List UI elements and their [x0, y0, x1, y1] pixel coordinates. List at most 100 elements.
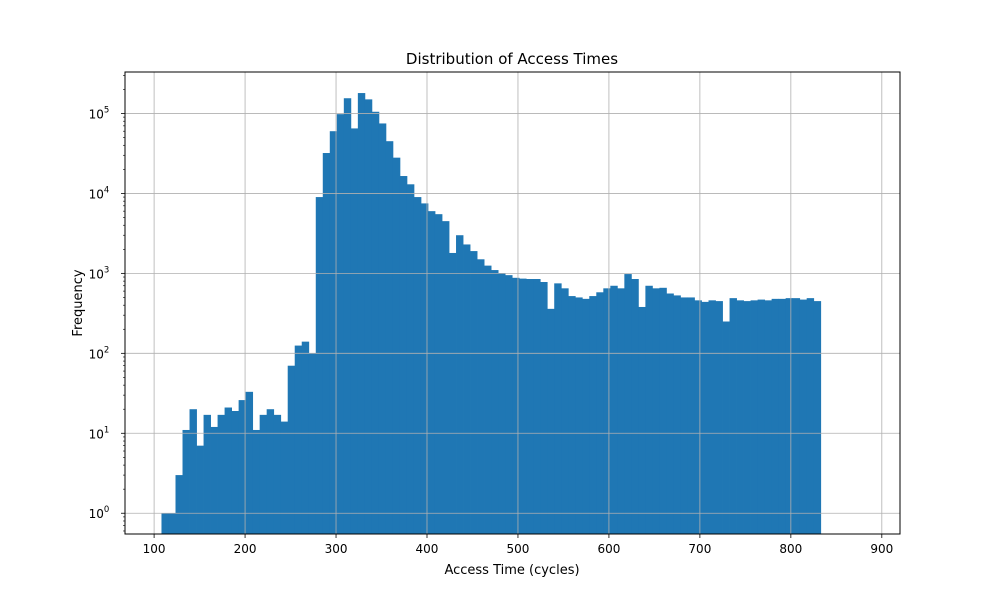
x-tick-label: 600: [597, 542, 620, 556]
histogram-bar: [385, 141, 394, 534]
x-tick-label: 100: [143, 542, 166, 556]
x-axis-label: Access Time (cycles): [444, 563, 579, 578]
histogram-bar: [680, 297, 688, 534]
histogram-bar: [645, 285, 653, 534]
histogram-bar: [308, 353, 317, 534]
y-tick-label: 102: [89, 345, 110, 361]
histogram-bar: [519, 278, 527, 534]
histogram-bar: [477, 259, 485, 534]
histogram-bar: [498, 273, 506, 534]
histogram-bar: [540, 282, 548, 534]
histogram-bar: [631, 279, 639, 534]
histogram-bar: [266, 409, 275, 534]
histogram-bar: [491, 270, 499, 534]
histogram-bar: [582, 298, 590, 534]
histogram-bar: [336, 114, 345, 534]
x-tick-label: 300: [325, 542, 348, 556]
x-tick-label: 700: [688, 542, 711, 556]
histogram-bar: [420, 203, 429, 534]
histogram-bar: [638, 306, 646, 534]
histogram-bar: [554, 283, 562, 534]
histogram-bar: [533, 279, 541, 534]
histogram-bar: [259, 414, 268, 534]
histogram-bar: [364, 99, 373, 534]
histogram-bar: [238, 400, 247, 534]
histogram-bar: [659, 287, 667, 534]
y-tick-label: 100: [89, 505, 110, 521]
histogram-bar: [750, 300, 758, 534]
histogram-bar: [673, 295, 681, 534]
histogram-bar: [743, 301, 751, 534]
histogram-bar: [168, 513, 176, 534]
x-tick-label: 900: [870, 542, 893, 556]
histogram-bar: [322, 153, 331, 534]
histogram-bar: [224, 407, 232, 534]
histogram-bar: [203, 414, 211, 534]
histogram-bar: [196, 445, 204, 534]
histogram-bar: [778, 298, 787, 534]
histogram-bar: [413, 197, 422, 534]
y-tick-label: 103: [89, 265, 110, 281]
histogram-bar: [596, 292, 604, 534]
histogram-bar: [189, 409, 197, 534]
histogram-bar: [652, 288, 660, 534]
histogram-bar: [484, 265, 492, 534]
histogram-bar: [280, 421, 289, 534]
histogram-bar: [806, 298, 815, 534]
histogram-bar: [463, 244, 471, 534]
histogram-bar: [589, 296, 597, 534]
histogram-bar: [547, 308, 555, 534]
y-tick-label: 101: [89, 425, 110, 441]
histogram-bar: [729, 298, 737, 534]
histogram-bar: [343, 98, 352, 535]
x-tick-label: 400: [416, 542, 439, 556]
histogram-bar: [231, 411, 240, 534]
histogram-bar: [182, 429, 190, 534]
histogram-bar: [701, 301, 709, 534]
histogram-bar: [603, 288, 611, 534]
histogram-bar: [217, 414, 225, 534]
histogram-bar: [273, 414, 282, 534]
histogram-bar: [568, 296, 576, 534]
histogram-bar: [315, 197, 324, 534]
histogram-bar: [392, 157, 401, 534]
plot-frame: [124, 71, 901, 535]
histogram-bar: [736, 300, 744, 534]
histogram-bar: [434, 214, 443, 535]
histogram-bar: [722, 321, 730, 534]
histogram-bar: [456, 235, 464, 534]
histogram-bar: [694, 300, 702, 534]
histogram-bar: [294, 345, 303, 534]
histogram-bar: [245, 391, 254, 534]
histogram-bar: [666, 293, 674, 534]
chart-title: Distribution of Access Times: [406, 50, 618, 68]
histogram-bar: [470, 251, 478, 534]
histogram-bar: [399, 176, 408, 534]
x-tick-label: 500: [507, 542, 530, 556]
histogram-bar: [771, 298, 780, 534]
y-axis-label: Frequency: [71, 269, 86, 336]
histogram-bar: [610, 285, 618, 534]
x-tick-label: 800: [779, 542, 802, 556]
histogram-bar: [210, 426, 218, 534]
histogram-bar: [813, 301, 822, 534]
histogram-bar: [175, 475, 183, 534]
histogram-bars: [161, 93, 822, 535]
histogram-bar: [357, 93, 366, 535]
histogram-bar: [406, 184, 415, 535]
histogram-bar: [378, 123, 387, 534]
x-tick-label: 200: [234, 542, 257, 556]
histogram-bar: [442, 221, 450, 534]
histogram-bar: [624, 274, 632, 534]
histogram-bar: [785, 298, 794, 534]
histogram-bar: [687, 297, 695, 534]
histogram-bar: [371, 111, 380, 534]
histogram-bar: [764, 300, 773, 534]
histogram-bar: [512, 277, 520, 534]
histogram-bar: [757, 299, 766, 534]
histogram-bar: [715, 301, 723, 534]
histogram-bar: [505, 275, 513, 534]
histogram-bar: [161, 513, 169, 534]
